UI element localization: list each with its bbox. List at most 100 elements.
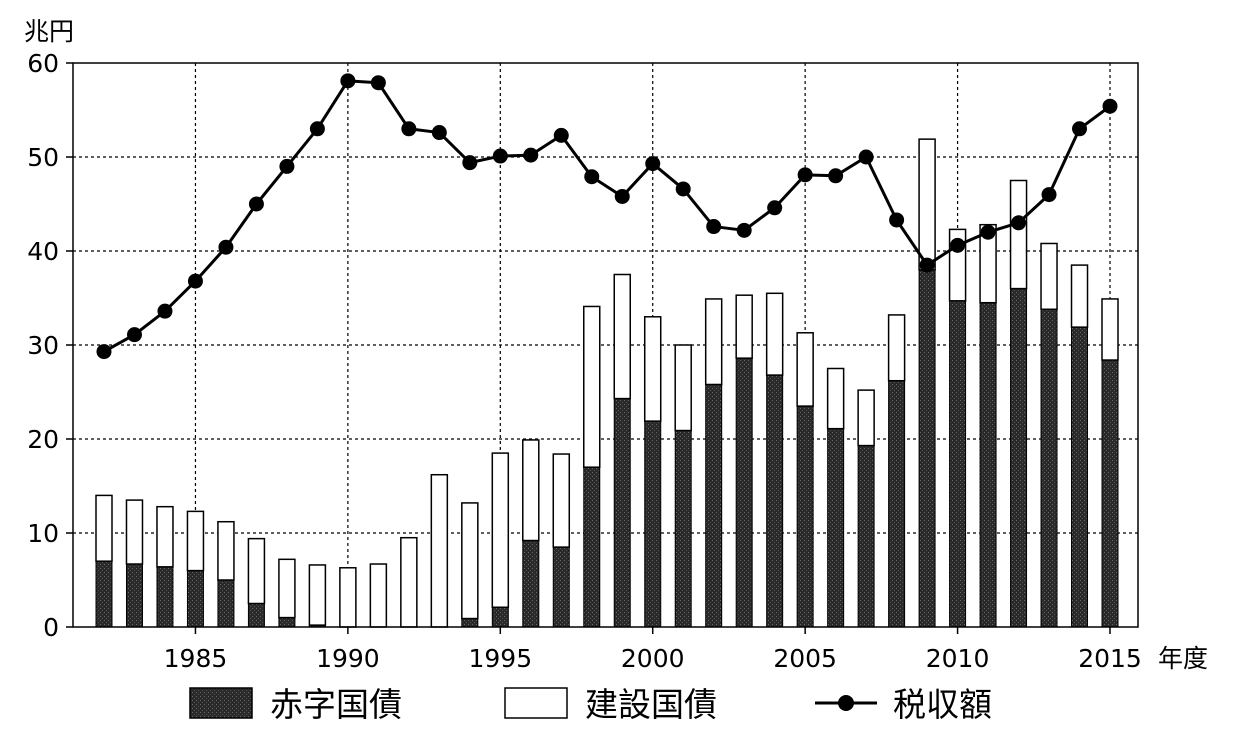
plot-frame	[66, 62, 1139, 634]
bar-construction-bonds	[522, 439, 540, 542]
bar-construction-bonds	[125, 499, 144, 565]
tax-revenue-point	[431, 125, 447, 141]
tax-revenue-point	[797, 167, 813, 183]
tax-revenue-point	[401, 121, 417, 137]
bar-construction-bonds	[1009, 179, 1028, 290]
x-axis-unit: 年度	[1158, 644, 1208, 673]
tax-revenue-point	[980, 224, 996, 240]
tax-revenue-line	[96, 73, 1118, 360]
x-tick-label: 2000	[621, 644, 685, 673]
x-tick-label: 1985	[164, 644, 228, 673]
bar-construction-bonds	[674, 344, 692, 432]
bar-construction-bonds	[613, 273, 631, 400]
bar-construction-bonds	[369, 563, 388, 628]
tax-revenue-point	[340, 73, 356, 89]
bar-deficit-bonds	[278, 617, 296, 628]
tax-revenue-point	[187, 273, 203, 289]
x-tick-label: 2015	[1078, 644, 1142, 673]
bar-construction-bonds	[156, 505, 174, 568]
tax-revenue-point	[858, 149, 874, 165]
tax-revenue-point	[675, 181, 691, 197]
tax-revenue-point	[919, 257, 935, 273]
legend-item-deficit-bonds: 赤字国債	[189, 685, 402, 724]
x-tick-label: 2010	[926, 644, 990, 673]
bar-construction-bonds	[918, 138, 936, 271]
tax-revenue-point	[1102, 98, 1118, 114]
bar-construction-bonds	[308, 564, 327, 626]
bar-deficit-bonds	[156, 566, 174, 628]
bar-deficit-bonds	[857, 445, 875, 628]
bar-deficit-bonds	[125, 563, 143, 628]
bar-construction-bonds	[979, 223, 997, 304]
bar-construction-bonds	[217, 520, 235, 581]
bar-construction-bonds	[247, 537, 266, 605]
bar-deficit-bonds	[552, 546, 570, 628]
bar-construction-bonds	[491, 452, 510, 609]
tax-revenue-point	[584, 169, 600, 185]
bar-deficit-bonds	[766, 374, 784, 628]
y-tick-label: 20	[27, 425, 59, 454]
bar-construction-bonds	[735, 294, 753, 359]
bar-construction-bonds	[765, 292, 784, 376]
tax-revenue-point	[96, 344, 112, 360]
tax-revenue-polyline	[103, 79, 1111, 353]
bar-construction-bonds	[643, 316, 662, 422]
bar-construction-bonds	[400, 536, 418, 628]
y-tick-label: 50	[27, 143, 59, 172]
tax-revenue-point	[1041, 187, 1057, 203]
bar-deficit-bonds	[186, 570, 204, 628]
bars	[95, 138, 1119, 628]
bar-deficit-bonds	[796, 405, 814, 628]
tax-revenue-point	[370, 75, 386, 91]
legend-label-construction-bonds: 建設国債	[585, 685, 717, 724]
legend-swatch-construction-bonds	[504, 687, 568, 719]
bar-deficit-bonds	[644, 420, 662, 628]
bar-construction-bonds	[461, 502, 479, 620]
legend: 赤字国債 建設国債 税収額	[189, 685, 992, 724]
tax-revenue-point	[767, 200, 783, 216]
bar-construction-bonds	[339, 567, 357, 628]
y-tick-label: 60	[27, 49, 59, 78]
legend-swatch-deficit-bonds	[189, 687, 253, 719]
bar-deficit-bonds	[247, 603, 265, 628]
tax-revenue-point	[279, 158, 295, 174]
tax-revenue-point	[309, 121, 325, 137]
y-axis-ticks: 0 10 20 30 40 50 60	[27, 49, 59, 642]
bar-construction-bonds	[1101, 298, 1119, 361]
bar-deficit-bonds	[1010, 288, 1028, 628]
tax-revenue-point	[1072, 121, 1088, 137]
bar-construction-bonds	[583, 305, 601, 468]
tax-revenue-point	[736, 222, 752, 238]
bar-deficit-bonds	[613, 398, 631, 628]
bar-deficit-bonds	[1101, 359, 1119, 628]
bar-deficit-bonds	[674, 430, 692, 628]
y-axis-unit: 兆円	[24, 17, 74, 46]
x-tick-label: 2005	[773, 644, 837, 673]
x-tick-label: 1995	[468, 644, 532, 673]
tax-revenue-point	[523, 147, 539, 163]
bar-deficit-bonds	[491, 606, 509, 628]
bar-deficit-bonds	[827, 428, 845, 628]
bar-construction-bonds	[552, 453, 571, 548]
tax-revenue-point	[1011, 215, 1027, 231]
tax-revenue-point	[614, 188, 630, 204]
bar-construction-bonds	[430, 473, 449, 628]
bar-deficit-bonds	[1040, 308, 1058, 628]
tax-revenue-point	[706, 219, 722, 235]
bar-deficit-bonds	[888, 380, 906, 628]
bar-construction-bonds	[857, 389, 875, 447]
tax-revenue-point	[950, 237, 966, 253]
legend-label-tax-revenue: 税収額	[893, 685, 992, 724]
bar-deficit-bonds	[522, 540, 540, 628]
legend-item-tax-revenue: 税収額	[815, 685, 992, 724]
bar-construction-bonds	[826, 367, 845, 430]
y-tick-label: 40	[27, 237, 59, 266]
bar-construction-bonds	[278, 558, 296, 619]
bar-deficit-bonds	[949, 300, 967, 628]
tax-revenue-point	[248, 196, 264, 212]
bar-construction-bonds	[1040, 242, 1058, 311]
tax-revenue-point	[828, 168, 844, 184]
bar-deficit-bonds	[583, 466, 601, 628]
bar-deficit-bonds	[461, 618, 479, 628]
